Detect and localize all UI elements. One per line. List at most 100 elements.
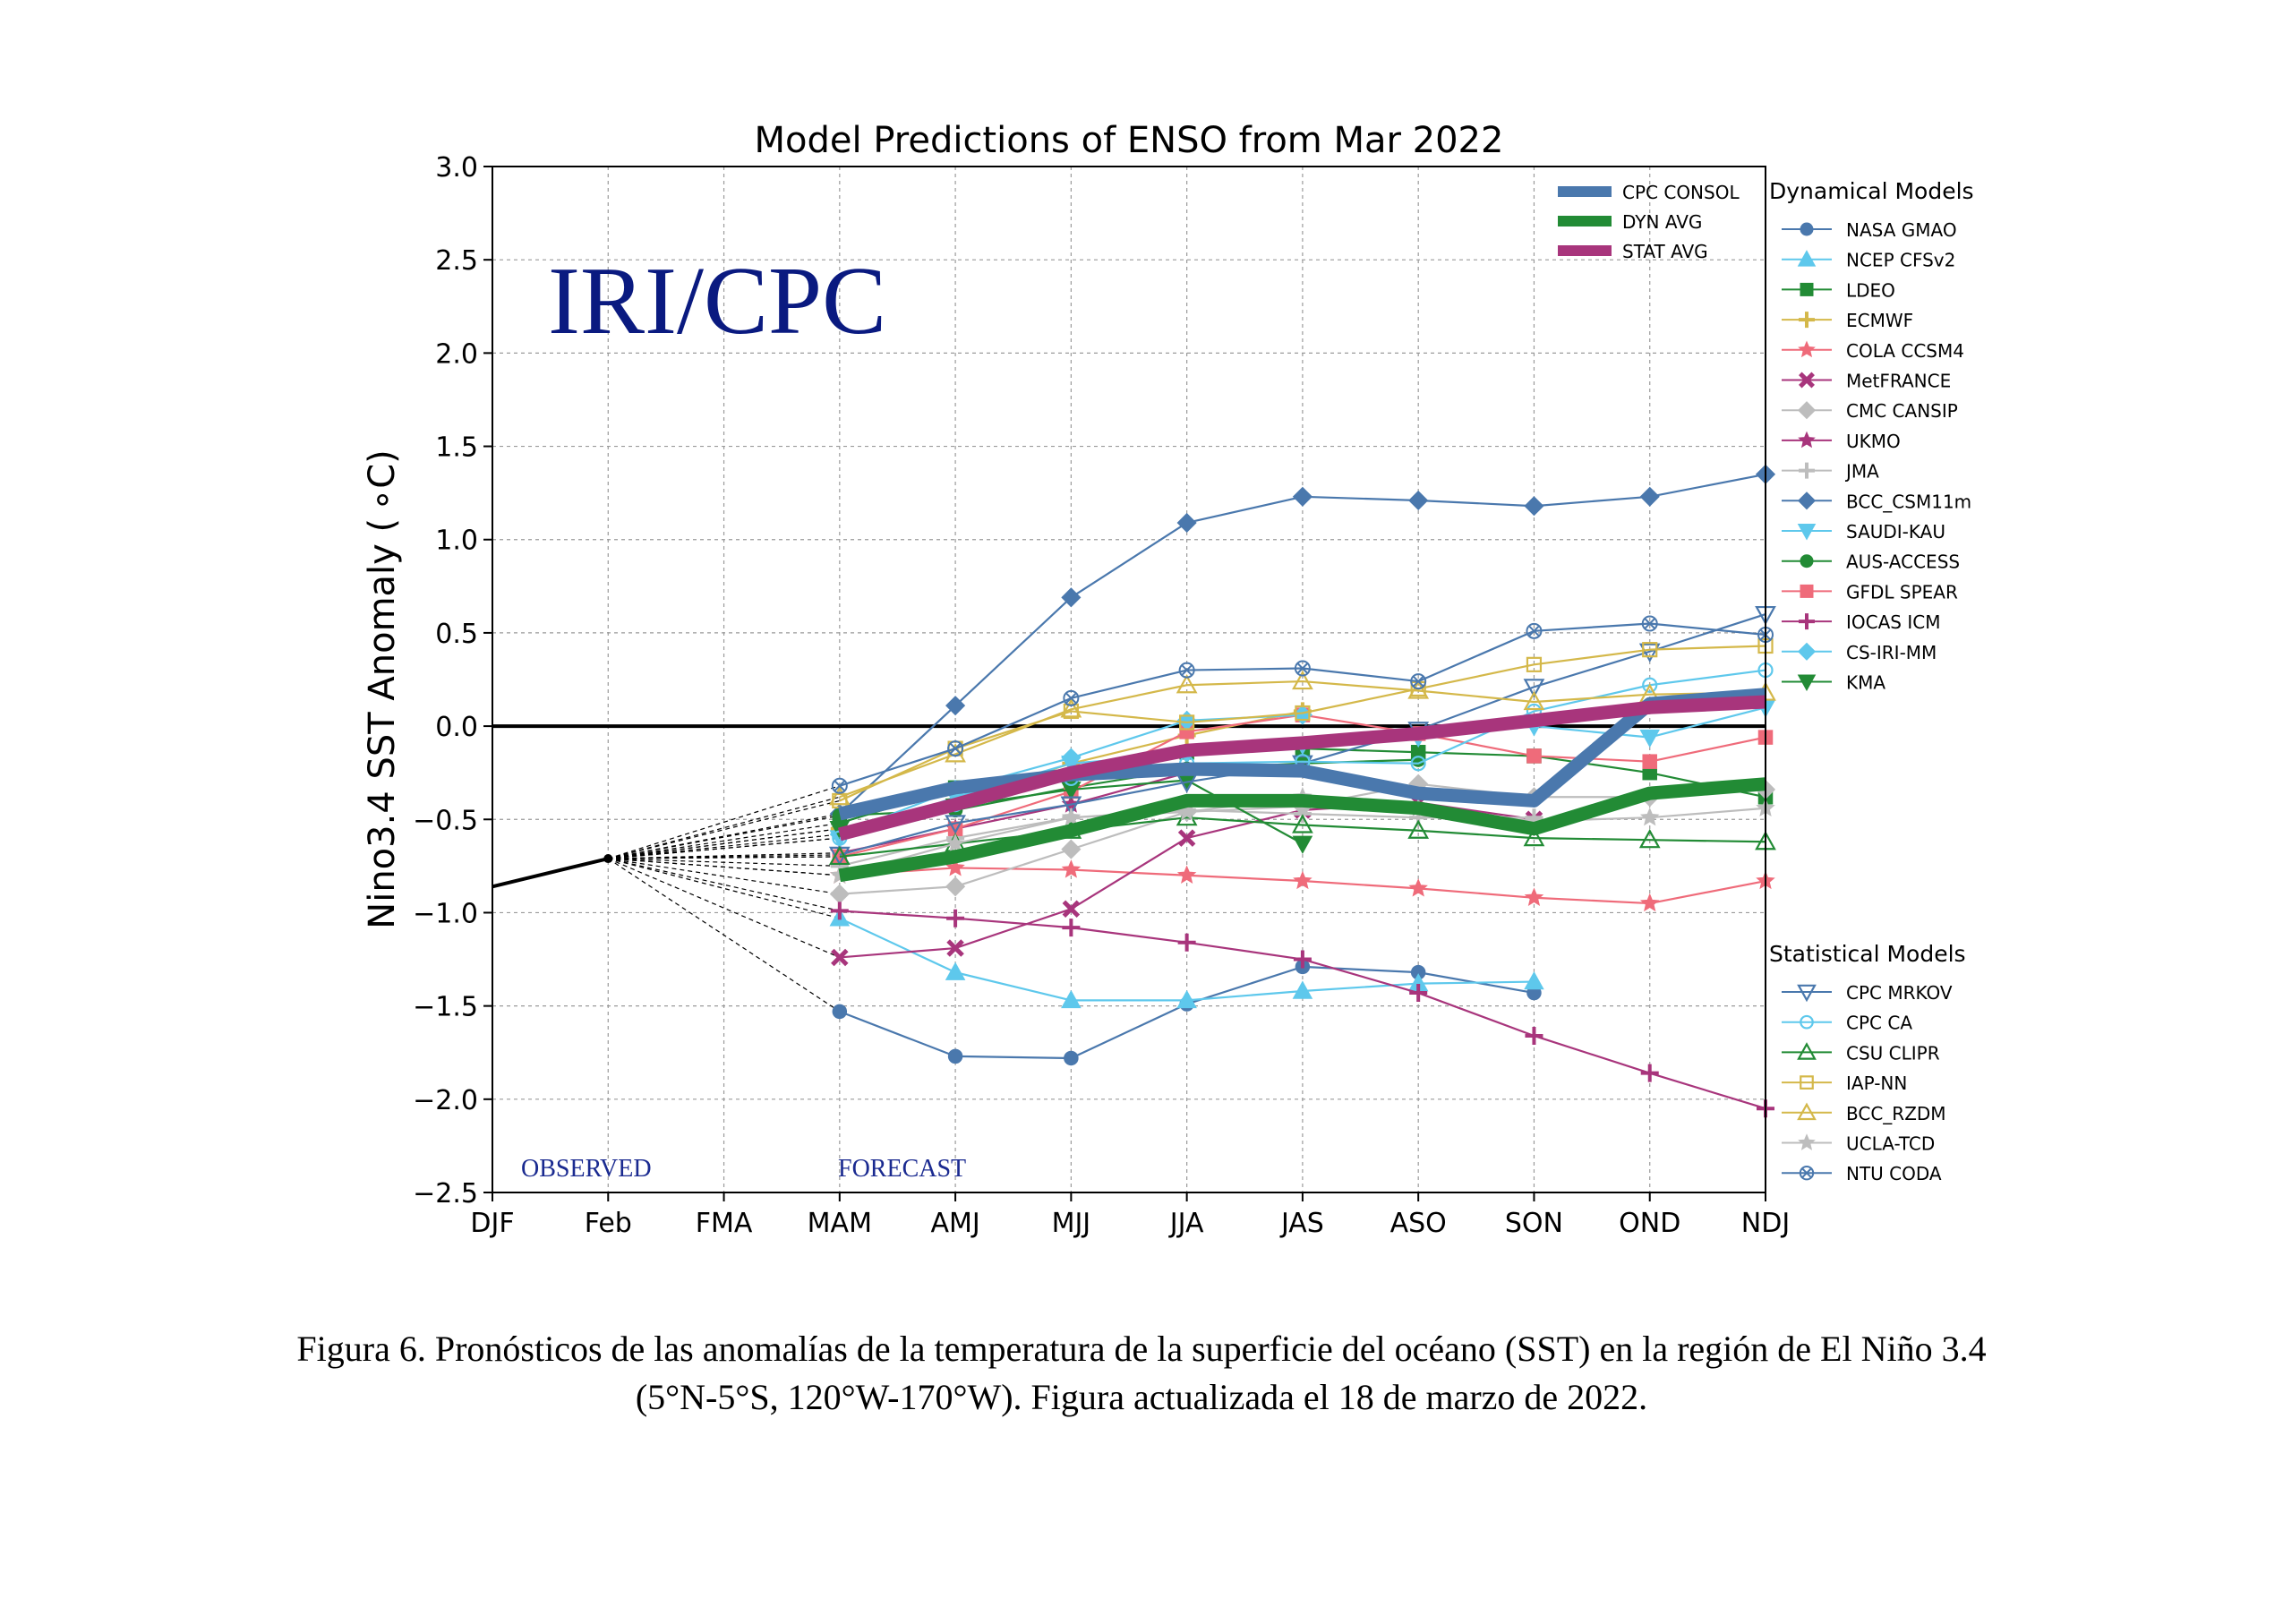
x-tick-label: AMJ xyxy=(930,1208,979,1239)
series-marker xyxy=(1178,662,1195,679)
x-axis: DJF Feb FMA MAM AMJ MJJ JJA JAS ASO SON OND NDJ xyxy=(470,1192,1790,1239)
series-marker-cross xyxy=(1065,692,1077,705)
legend-label: UCLA-TCD xyxy=(1846,1133,1935,1155)
y-tick-label: 2.0 xyxy=(435,338,478,370)
fan-line xyxy=(608,854,840,859)
legend-label: CSU CLIPR xyxy=(1846,1042,1940,1064)
model-series xyxy=(829,908,1544,1009)
series-marker-cross xyxy=(1528,625,1540,637)
legend-label: CS-IRI-MM xyxy=(1846,642,1937,663)
series-marker xyxy=(945,876,966,897)
series-marker xyxy=(830,902,849,920)
series-marker xyxy=(946,939,964,957)
series-marker xyxy=(1638,828,1661,849)
series-marker xyxy=(947,1048,963,1064)
series-marker xyxy=(1526,748,1542,764)
fan-line xyxy=(608,785,840,859)
legend-label: LDEO xyxy=(1846,279,1895,301)
fan-line xyxy=(608,856,840,859)
series-marker xyxy=(1798,340,1816,358)
x-tick-label: MAM xyxy=(808,1208,872,1239)
caption-line-2: (5°N-5°S, 120°W-170°W). Figura actualiza… xyxy=(635,1377,1648,1417)
legend-label: CPC MRKOV xyxy=(1846,982,1953,1004)
series-marker xyxy=(1797,401,1817,420)
series-marker xyxy=(1523,826,1545,847)
y-axis-label: Nino3.4 SST Anomaly ( ∘C) xyxy=(362,449,403,928)
y-tick-label: −2.0 xyxy=(413,1085,478,1116)
series-marker xyxy=(945,696,966,716)
observed-point xyxy=(603,854,613,864)
series-marker xyxy=(1799,372,1815,389)
legend-statistical-title: Statistical Models xyxy=(1769,941,1966,967)
fan-line xyxy=(608,858,840,876)
x-tick-label: SON xyxy=(1505,1208,1563,1239)
observed-line xyxy=(492,857,609,889)
forecast-fan-lines xyxy=(607,785,841,1013)
legend-consensus-label: DYN AVG xyxy=(1622,211,1702,233)
legend-label: CMC CANSIP xyxy=(1846,400,1958,422)
series-marker xyxy=(1799,462,1815,479)
model-series xyxy=(830,902,1774,1118)
series-marker xyxy=(1408,490,1429,511)
series-marker xyxy=(1800,222,1814,236)
series-marker xyxy=(946,909,965,927)
series-line xyxy=(838,688,1766,821)
series-marker-cross xyxy=(1296,662,1309,674)
series-marker xyxy=(1642,677,1658,693)
series-marker xyxy=(1061,782,1082,800)
y-tick-label: 2.5 xyxy=(435,245,478,277)
x-tick-label: NDJ xyxy=(1741,1208,1790,1239)
chart-title: Model Predictions of ENSO from Mar 2022 xyxy=(755,120,1504,161)
series-line xyxy=(838,777,1766,883)
consensus-series xyxy=(837,695,1766,842)
series-marker xyxy=(1797,250,1817,267)
series-marker xyxy=(828,845,851,866)
series-marker xyxy=(829,884,850,904)
series-marker xyxy=(1407,680,1430,699)
fan-line xyxy=(608,815,840,859)
series-marker xyxy=(1639,729,1661,748)
series-marker xyxy=(1523,679,1545,698)
plot-frame xyxy=(492,166,1766,1193)
series-marker xyxy=(831,777,848,794)
series-line xyxy=(837,695,1766,842)
series-marker xyxy=(1800,1075,1814,1090)
consensus-series xyxy=(838,777,1766,883)
series-group xyxy=(492,464,1776,1118)
fan-line xyxy=(608,828,840,859)
series-marker xyxy=(1176,673,1198,694)
fan-line xyxy=(608,833,840,859)
legend-label: KMA xyxy=(1846,672,1885,694)
x-tick-label: FMA xyxy=(696,1208,753,1239)
series-marker xyxy=(1526,656,1543,672)
series-marker xyxy=(1525,1026,1543,1045)
series-marker xyxy=(947,740,964,757)
series-marker-cross xyxy=(1801,1167,1812,1178)
series-marker xyxy=(1800,584,1814,598)
y-axis: 3.0 2.5 2.0 1.5 1.0 0.5 0.0 −0.5 −1.0 −1.5 −2.0 −2.… xyxy=(413,152,492,1209)
series-marker xyxy=(1797,642,1817,661)
legend-label: CPC CA xyxy=(1846,1013,1912,1034)
series-marker xyxy=(1294,660,1311,677)
series-marker xyxy=(1642,642,1658,658)
series-marker xyxy=(1061,839,1082,859)
series-marker xyxy=(945,962,966,980)
model-series xyxy=(832,959,1542,1066)
series-marker xyxy=(1638,643,1661,663)
y-tick-label: 0.5 xyxy=(435,619,478,650)
series-marker xyxy=(1410,673,1427,690)
series-marker xyxy=(1524,496,1544,517)
series-marker xyxy=(1292,486,1313,507)
legend-label: BCC_CSM11m xyxy=(1846,491,1971,512)
x-tick-label: Feb xyxy=(585,1208,632,1239)
x-tick-label: DJF xyxy=(470,1208,514,1239)
fan-line xyxy=(607,858,841,1013)
series-marker xyxy=(1797,674,1817,692)
series-marker xyxy=(1061,989,1082,1009)
fan-line xyxy=(608,858,840,919)
series-marker xyxy=(1524,971,1544,990)
series-marker xyxy=(1800,1014,1814,1030)
watermark-label: IRI/CPC xyxy=(548,248,886,355)
series-marker xyxy=(1410,756,1426,772)
series-marker xyxy=(1797,984,1817,1003)
